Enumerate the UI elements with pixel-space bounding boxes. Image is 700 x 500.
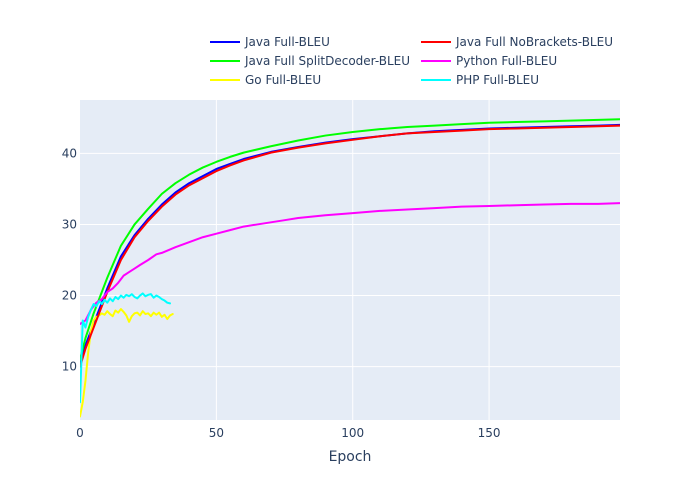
series-lines [80,118,620,418]
x-tick-label: 100 [341,426,364,440]
series-line-go-full-bleu [80,308,174,418]
legend-label: Java Full-BLEU [244,35,330,49]
series-line-java-full-nobrackets-bleu [80,124,620,368]
series-line-php-full-bleu [80,292,171,404]
series-line-java-full-splitdecoder-bleu [80,118,620,361]
y-tick-label: 30 [62,217,77,231]
x-tick-label: 50 [209,426,224,440]
legend-label: PHP Full-BLEU [456,73,539,87]
legend-label: Java Full SplitDecoder-BLEU [244,54,410,68]
plot-area [80,100,620,420]
gridlines [80,100,620,420]
legend-item-go-full-bleu[interactable]: Go Full-BLEU [210,73,321,87]
x-axis-title: Epoch [329,449,372,465]
x-tick-label: 150 [478,426,501,440]
legend-label: Java Full NoBrackets-BLEU [455,35,613,49]
legend-item-php-full-bleu[interactable]: PHP Full-BLEU [421,73,539,87]
legend-item-python-full-bleu[interactable]: Python Full-BLEU [421,54,557,68]
legend-item-java-full-bleu[interactable]: Java Full-BLEU [210,35,330,49]
y-tick-label: 40 [62,146,77,160]
x-axis-ticks: 0 50 100 150 [76,426,500,440]
legend-item-java-full-splitdecoder-bleu[interactable]: Java Full SplitDecoder-BLEU [210,54,410,68]
legend: Java Full-BLEU Java Full SplitDecoder-BLE… [210,35,613,87]
y-tick-label: 20 [62,289,77,303]
y-axis-ticks: 10 20 30 40 [62,146,77,373]
series-line-python-full-bleu [80,202,620,325]
y-tick-label: 10 [62,360,77,374]
legend-item-java-full-nobrackets-bleu[interactable]: Java Full NoBrackets-BLEU [421,35,613,49]
legend-label: Go Full-BLEU [245,73,321,87]
legend-label: Python Full-BLEU [456,54,557,68]
x-tick-label: 0 [76,426,84,440]
